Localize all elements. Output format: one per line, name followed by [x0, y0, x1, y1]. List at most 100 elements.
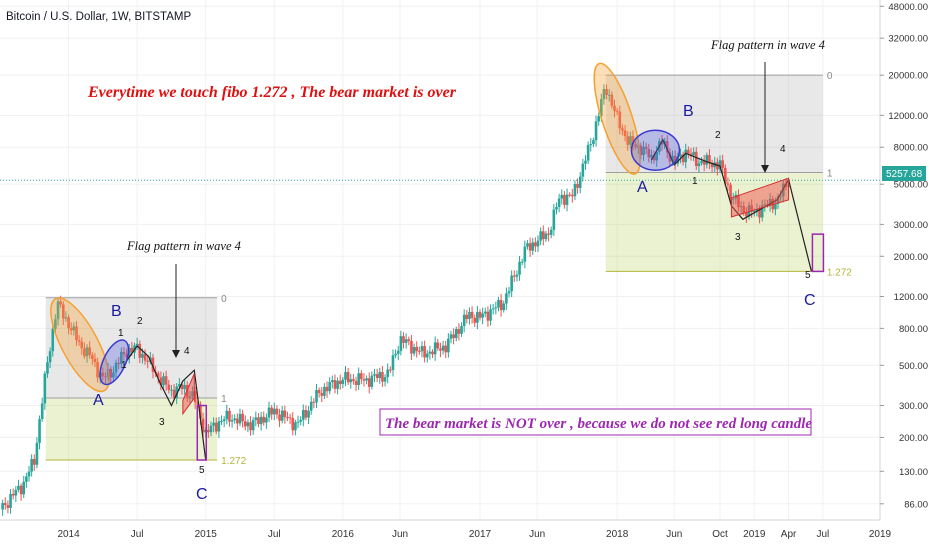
candle-body: [135, 343, 139, 346]
candle-body: [581, 163, 585, 177]
candle-body: [681, 154, 685, 163]
x-tick-label: Jul: [131, 529, 144, 540]
wave-label-a-left: A: [93, 392, 104, 409]
candle-body: [436, 342, 440, 349]
conclusion-annotation: The bear market is NOT over , because we…: [385, 416, 812, 432]
candle-body: [462, 314, 466, 327]
wave-label-1b-left: 1: [121, 360, 127, 371]
blue-ellipse-right: [630, 129, 681, 171]
candle-body: [370, 375, 374, 387]
candle-body: [138, 343, 142, 358]
y-tick-label: 500.00: [899, 361, 928, 372]
candle-body: [431, 351, 434, 355]
candle-body: [425, 353, 429, 358]
y-tick-label: 20000.00: [888, 71, 928, 82]
candle-body: [275, 408, 279, 415]
candle-body: [346, 371, 350, 383]
candle-body: [265, 417, 268, 423]
candle-body: [257, 417, 260, 425]
candle-body: [272, 408, 276, 415]
candle-body: [639, 145, 643, 155]
candle-body: [178, 384, 181, 387]
candle-body: [605, 89, 608, 96]
candle-body: [404, 339, 408, 343]
candle-body: [196, 402, 200, 405]
candle-body: [447, 338, 450, 353]
candle-body: [352, 379, 355, 382]
candle-body: [104, 376, 107, 378]
fib-label-0: 0: [827, 71, 833, 82]
candle-body: [571, 194, 574, 197]
y-axis[interactable]: 48000.00 32000.00 20000.00 12000.00 8000.00 5…: [879, 0, 932, 550]
candle-body: [3, 503, 7, 506]
candle-body: [336, 380, 339, 389]
candle-body: [415, 347, 419, 352]
candle-body: [373, 374, 376, 376]
candle-body: [433, 342, 437, 355]
candle-body: [220, 421, 223, 423]
candle-body: [460, 326, 463, 334]
candle-body: [494, 307, 498, 309]
purple-box-left: [196, 404, 208, 461]
x-axis[interactable]: 2014 Jul 2015 Jul 2016 Jun 2017 Jun 2018 Jun Oct 20…: [0, 519, 932, 550]
candle-body: [307, 410, 310, 418]
candle-body: [278, 414, 281, 421]
wave-label-5-left: 5: [199, 465, 205, 476]
fib-zone-upper: [605, 75, 823, 173]
candle-body: [760, 205, 764, 218]
x-tick-label: 2015: [195, 529, 218, 540]
candle-body: [162, 376, 165, 386]
candle-body: [294, 422, 297, 431]
candle-body: [676, 156, 680, 164]
candle-body: [91, 355, 94, 359]
candle-body: [510, 275, 513, 292]
candle-body: [721, 160, 724, 168]
y-tick-label: 12000.00: [888, 111, 928, 122]
candle-body: [758, 209, 761, 218]
candle-body: [589, 144, 593, 146]
candle-body: [483, 311, 487, 314]
candle-body: [560, 194, 564, 199]
wave-label-a-right: A: [637, 179, 648, 196]
candle-body: [428, 351, 432, 354]
candle-body: [32, 459, 36, 465]
candle-body: [655, 151, 659, 161]
candle-body: [375, 374, 379, 379]
candle-body: [573, 183, 577, 197]
orange-ellipse-right: [593, 62, 641, 175]
candle-body: [93, 358, 97, 363]
candle-body: [236, 418, 239, 424]
candle-body: [547, 233, 550, 235]
candle-body: [491, 308, 495, 310]
candle-body: [117, 362, 120, 364]
x-tick-label: Oct: [712, 529, 728, 540]
wave-label-1-left: 1: [118, 328, 124, 339]
candle-body: [25, 476, 28, 482]
candle-body: [418, 351, 421, 353]
candle-body: [420, 346, 424, 352]
candle-body: [315, 389, 318, 403]
candle-body: [644, 146, 648, 150]
x-tick-label: Jun: [666, 529, 682, 540]
symbol-title: Bitcoin / U.S. Dollar, 1W, BITSTAMP: [6, 11, 191, 23]
candle-body: [410, 340, 413, 354]
candle-body: [512, 275, 516, 277]
candle-body: [692, 151, 695, 156]
y-tick-label: 8000.00: [894, 143, 928, 154]
x-tick-label: 2019: [743, 529, 766, 540]
candle-body: [726, 183, 730, 185]
wave-label-3-right: 3: [735, 232, 741, 243]
candle-body: [407, 339, 411, 341]
candle-body: [270, 407, 273, 415]
candle-body: [478, 311, 482, 318]
candle-body: [441, 345, 445, 351]
candle-body: [586, 145, 590, 161]
candle-body: [684, 149, 688, 163]
candle-body: [241, 413, 244, 422]
candle-body: [112, 372, 115, 378]
candle-body: [618, 111, 622, 129]
x-axis-bg: [0, 520, 932, 550]
x-tick-label: 2017: [469, 529, 492, 540]
candle-body: [381, 371, 384, 382]
